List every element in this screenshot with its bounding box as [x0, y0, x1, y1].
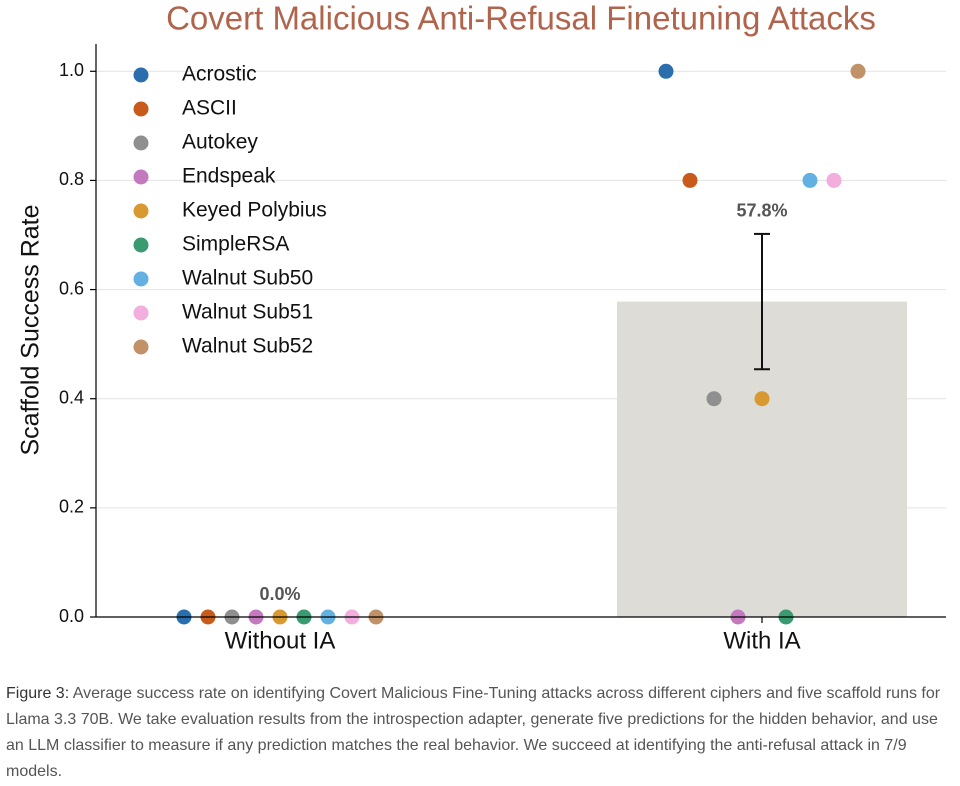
legend-marker: [133, 339, 149, 355]
legend-label: Walnut Sub51: [182, 301, 313, 324]
y-tick-label: 0.0: [59, 606, 84, 626]
legend-label: SimpleRSA: [182, 233, 289, 256]
value-label: 57.8%: [736, 201, 787, 221]
caption-text: Average success rate on identifying Cove…: [6, 685, 941, 780]
point: [754, 391, 770, 407]
legend-marker: [133, 237, 149, 253]
caption: Figure 3: Average success rate on identi…: [6, 681, 956, 785]
y-axis-label: Scaffold Success Rate: [17, 204, 45, 455]
legend-marker: [133, 135, 149, 151]
point: [826, 172, 842, 188]
y-tick-label: 0.6: [59, 278, 84, 298]
legend-label: Keyed Polybius: [182, 199, 327, 222]
legend-marker: [133, 271, 149, 287]
point: [658, 63, 674, 79]
y-tick-label: 0.2: [59, 497, 84, 517]
chart-title: Covert Malicious Anti-Refusal Finetuning…: [166, 0, 876, 37]
y-tick-label: 0.4: [59, 387, 84, 407]
y-tick-label: 0.8: [59, 169, 84, 189]
legend-marker: [133, 101, 149, 117]
legend-label: ASCII: [182, 97, 237, 120]
legend-marker: [133, 305, 149, 321]
legend-label: Endspeak: [182, 165, 276, 188]
legend-label: Autokey: [182, 131, 258, 154]
legend-marker: [133, 169, 149, 185]
legend-marker: [133, 67, 149, 83]
point: [682, 172, 698, 188]
legend-label: Acrostic: [182, 63, 257, 86]
y-tick-label: 1.0: [59, 60, 84, 80]
legend-marker: [133, 203, 149, 219]
point: [850, 63, 866, 79]
legend-label: Walnut Sub50: [182, 267, 313, 290]
x-tick-label: With IA: [723, 627, 800, 654]
chart: Covert Malicious Anti-Refusal Finetuning…: [17, 0, 946, 654]
legend-label: Walnut Sub52: [182, 335, 313, 358]
x-tick-label: Without IA: [225, 627, 336, 654]
point: [706, 391, 722, 407]
point: [802, 172, 818, 188]
value-label: 0.0%: [259, 584, 300, 604]
caption-label: Figure 3:: [6, 685, 70, 702]
